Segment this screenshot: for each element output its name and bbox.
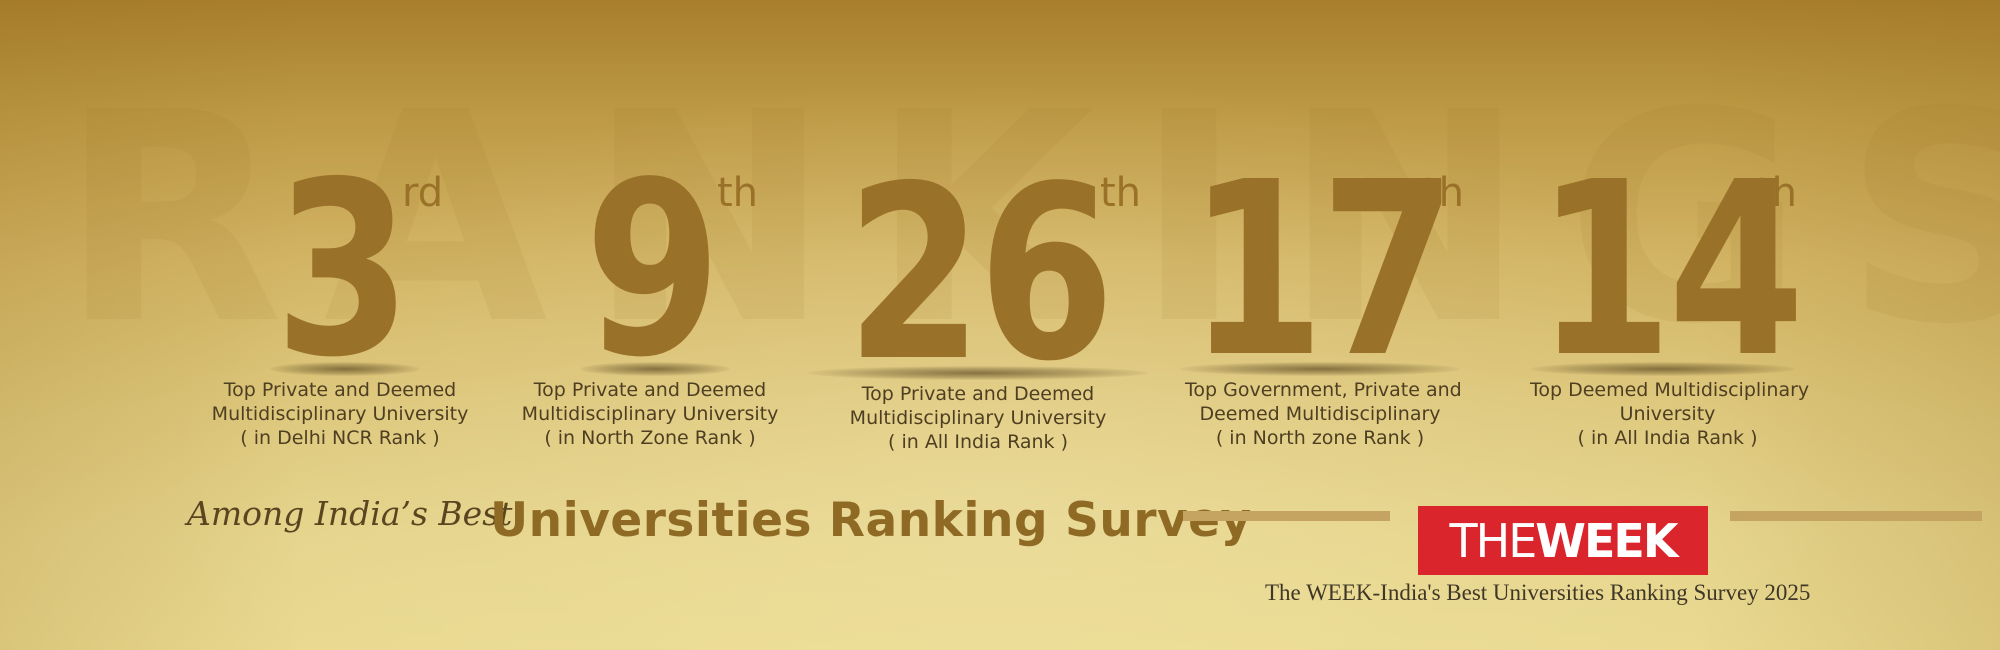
rank-description: Top Government, Private and Deemed Multi… xyxy=(1185,378,1462,450)
rank-description: Top Private and Deemed Multidisciplinary… xyxy=(838,382,1118,454)
rank-delhi-ncr: 3 rd Top Private and Deemed Multidiscipl… xyxy=(200,150,480,470)
rank-suffix: th xyxy=(1423,170,1465,216)
rank-description-line: Top Private and Deemed xyxy=(533,379,767,401)
rank-description: Top Private and Deemed Multidisciplinary… xyxy=(510,378,790,450)
rank-shadow xyxy=(808,366,1148,380)
rank-number: 9 xyxy=(583,130,721,410)
rank-number: 17 xyxy=(1187,130,1457,410)
rank-description-line: ( in North zone Rank ) xyxy=(1215,427,1425,449)
rank-suffix: rd xyxy=(402,170,444,216)
rank-number: 3 xyxy=(273,130,411,410)
divider-line-left xyxy=(1183,511,1390,521)
rank-description-line: Top Deemed Multidisciplinary xyxy=(1530,379,1810,401)
rank-number: 14 xyxy=(1535,130,1804,410)
rank-description-line: Top Private and Deemed xyxy=(861,383,1095,405)
rank-description: Top Private and Deemed Multidisciplinary… xyxy=(200,378,480,450)
rank-suffix: th xyxy=(717,170,759,216)
divider-line-right xyxy=(1730,511,1982,521)
rank-shadow xyxy=(1530,362,1795,376)
tagline-prefix: Among India’s Best xyxy=(187,494,513,533)
rank-description-line: Top Government, Private and xyxy=(1185,379,1462,401)
rank-description: Top Deemed Multidisciplinary University … xyxy=(1530,378,1810,450)
rank-description-line: Multidisciplinary University xyxy=(211,403,469,425)
rank-all-india: 26 th Top Private and Deemed Multidiscip… xyxy=(808,134,1148,474)
rank-description-line: Multidisciplinary University xyxy=(849,407,1107,429)
rank-description-line: ( in Delhi NCR Rank ) xyxy=(240,427,440,449)
rank-shadow xyxy=(270,362,420,376)
the-week-logo: THE WEEK xyxy=(1418,506,1708,575)
rank-description-line: Top Private and Deemed xyxy=(223,379,457,401)
rank-north-zone: 9 th Top Private and Deemed Multidiscipl… xyxy=(510,150,790,470)
rank-suffix: th xyxy=(1756,170,1798,216)
rank-suffix: th xyxy=(1100,170,1142,216)
logo-text-week: WEEK xyxy=(1535,513,1678,568)
survey-caption: The WEEK-India's Best Universities Ranki… xyxy=(1265,580,1811,605)
background-watermark: RANKINGS xyxy=(60,51,2000,388)
logo-text-the: THE xyxy=(1449,513,1538,568)
rank-shadow xyxy=(580,362,730,376)
rank-description-line: Deemed Multidisciplinary xyxy=(1199,403,1441,425)
rank-shadow xyxy=(1180,362,1460,376)
rank-north-zone-govt: 17 th Top Government, Private and Deemed… xyxy=(1180,130,1464,470)
rank-description-line: Multidisciplinary University xyxy=(521,403,779,425)
rank-description-line: University xyxy=(1619,403,1716,425)
rank-all-india-deemed: 14 th Top Deemed Multidisciplinary Unive… xyxy=(1530,130,1810,470)
rank-number: 26 xyxy=(845,134,1115,414)
tagline-title: Universities Ranking Survey xyxy=(490,493,1252,548)
rank-description-line: ( in North Zone Rank ) xyxy=(544,427,756,449)
rank-description-line: ( in All India Rank ) xyxy=(888,431,1068,453)
rank-description-line: ( in All India Rank ) xyxy=(1577,427,1758,449)
